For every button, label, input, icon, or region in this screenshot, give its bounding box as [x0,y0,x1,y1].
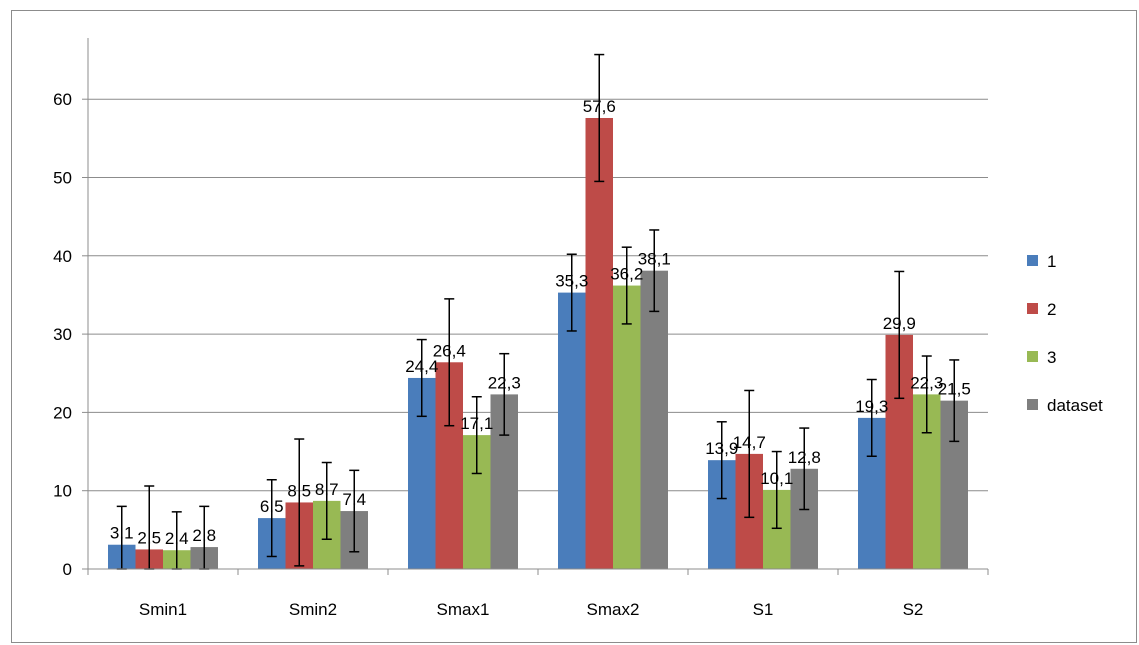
data-label: 29,9 [883,314,916,333]
data-label: 19,3 [855,397,888,416]
bar [558,292,586,569]
data-label: 12,8 [788,448,821,467]
x-tick-label: Smax2 [587,600,640,619]
x-tick-label: Smin1 [139,600,187,619]
y-tick-label: 40 [53,247,72,266]
legend-swatch [1027,255,1038,266]
data-label: 8,5 [287,481,311,500]
legend-label: dataset [1047,396,1103,415]
data-label: 6,5 [260,497,284,516]
y-tick-label: 10 [53,482,72,501]
data-label: 14,7 [733,433,766,452]
data-label: 10,1 [760,469,793,488]
legend-swatch [1027,399,1038,410]
legend-swatch [1027,351,1038,362]
legend-label: 1 [1047,252,1056,271]
x-tick-label: S1 [753,600,774,619]
y-tick-label: 20 [53,403,72,422]
legend-label: 2 [1047,300,1056,319]
y-tick-label: 60 [53,90,72,109]
legend-label: 3 [1047,348,1056,367]
x-tick-label: Smin2 [289,600,337,619]
data-label: 21,5 [938,380,971,399]
data-label: 8,7 [315,480,339,499]
x-tick-label: Smax1 [437,600,490,619]
data-label: 35,3 [555,272,588,291]
data-label: 2,4 [165,529,189,548]
data-label: 36,2 [610,265,643,284]
y-tick-label: 30 [53,325,72,344]
data-label: 24,4 [405,357,438,376]
y-tick-label: 0 [63,560,72,579]
data-label: 3,1 [110,524,134,543]
bar [613,285,641,569]
legend-swatch [1027,303,1038,314]
y-tick-label: 50 [53,169,72,188]
data-label: 2,5 [137,528,161,547]
data-label: 13,9 [705,439,738,458]
data-label: 17,1 [460,414,493,433]
bar [585,117,613,569]
x-tick-label: S2 [903,600,924,619]
bar [640,270,668,569]
data-label: 38,1 [638,250,671,269]
data-label: 57,6 [583,97,616,116]
data-label: 26,4 [433,341,466,360]
data-label: 22,3 [910,373,943,392]
data-label: 22,3 [488,373,521,392]
data-label: 7,4 [342,490,366,509]
data-label: 2,8 [192,526,216,545]
